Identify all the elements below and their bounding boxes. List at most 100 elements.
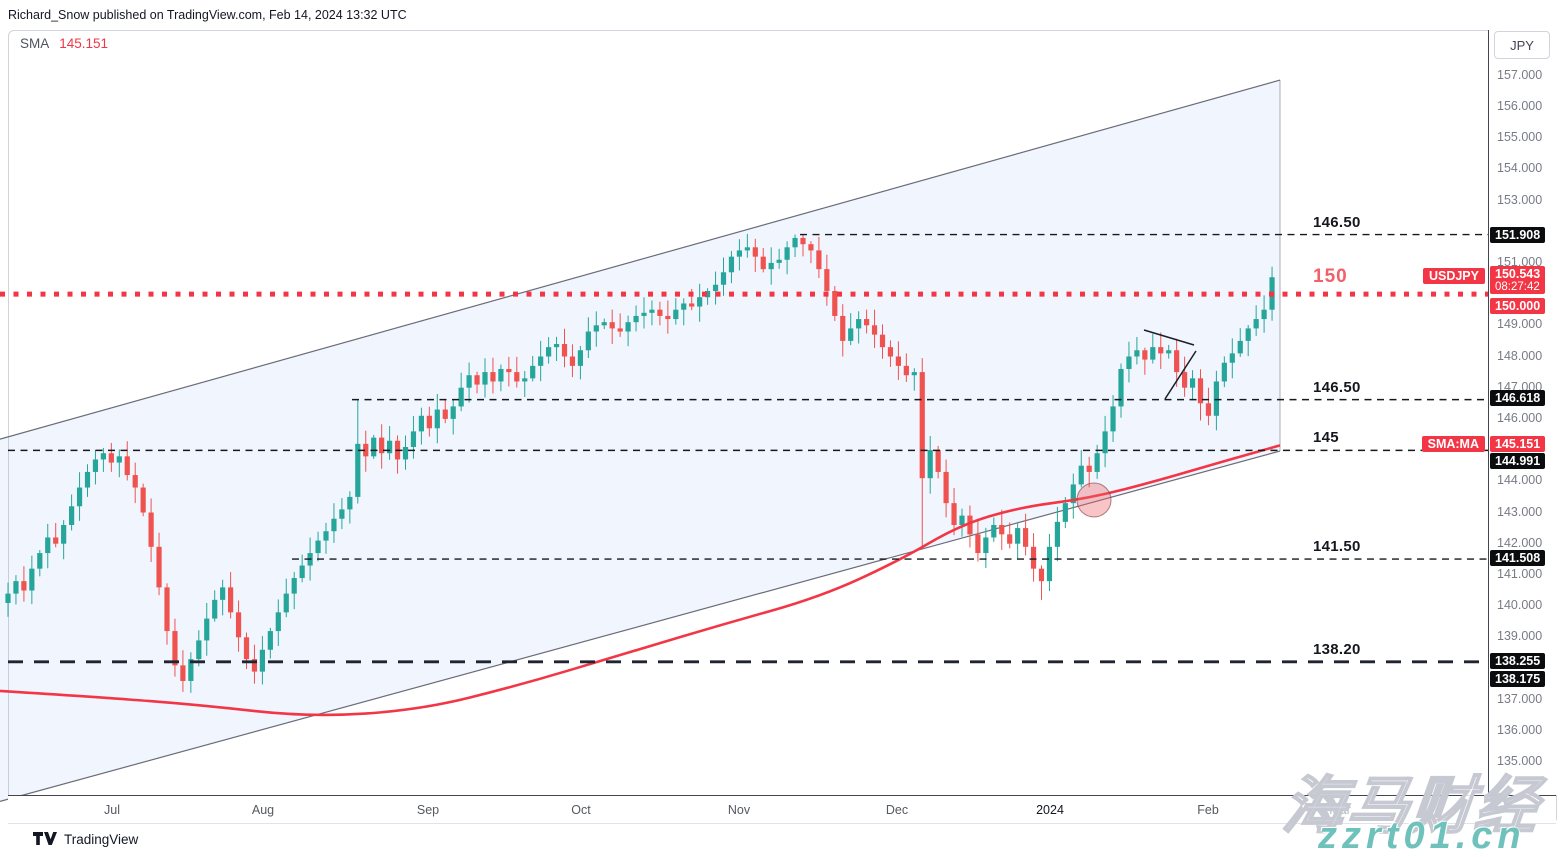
candle-body (315, 540, 321, 554)
candle-body (530, 365, 536, 379)
tradingview-attribution[interactable]: TradingView (33, 832, 138, 847)
candle-body (1062, 503, 1068, 522)
candle-body (1229, 353, 1235, 363)
candle-body (458, 387, 464, 407)
price-badge-144.991: 144.991 (1490, 453, 1546, 469)
candle-body (92, 459, 99, 472)
candle-body (140, 487, 146, 513)
time-label-Feb: Feb (1197, 803, 1219, 817)
channel-fill (0, 80, 1280, 802)
candle-body (1134, 350, 1140, 357)
candle-body (593, 325, 599, 332)
candle-body (1023, 528, 1029, 547)
candle-body (927, 450, 933, 479)
candle-body (768, 262, 774, 270)
candle-body (1015, 528, 1021, 544)
time-label-Sep: Sep (416, 803, 440, 817)
time-axis[interactable]: Jul Aug Sep Oct Nov Dec 2024 Feb Mar (8, 795, 1556, 824)
candle-body (299, 565, 305, 579)
candle-body (546, 347, 552, 357)
candle-body (1054, 521, 1060, 547)
candle-body (474, 375, 480, 385)
candle-body (13, 581, 19, 594)
attribution-text: Richard_Snow published on TradingView.co… (8, 8, 407, 22)
candle-body (323, 531, 329, 541)
time-label-Mar: Mar (1329, 803, 1351, 817)
candle-body (235, 612, 242, 638)
level-label-141.50: 141.50 (1313, 538, 1361, 556)
candle-body (999, 524, 1005, 535)
candle-body (665, 315, 671, 320)
candle-body (426, 415, 432, 429)
candle-body (1182, 372, 1188, 388)
price-badge-150.543: 150.543 08:27:42 (1490, 266, 1546, 294)
candle-body (752, 247, 758, 257)
candle-body (363, 443, 369, 457)
candle-body (1102, 431, 1108, 454)
candle-body (1150, 347, 1156, 360)
tradingview-logo-icon (33, 832, 57, 845)
price-tick: 146.000 (1497, 410, 1543, 425)
candle-body (585, 331, 591, 351)
level-label-138.20: 138.20 (1313, 640, 1361, 658)
price-tick: 140.000 (1497, 598, 1543, 613)
candle-body (951, 503, 957, 525)
candle-body (132, 475, 138, 488)
candle-body (848, 328, 854, 341)
candle-body (434, 409, 440, 429)
candle-body (1189, 378, 1196, 388)
price-tick: 143.000 (1497, 504, 1543, 519)
price-tick: 137.000 (1497, 691, 1543, 706)
candle-body (164, 587, 170, 632)
candle-body (220, 587, 226, 600)
candle-body (212, 599, 218, 619)
candle-body (1007, 534, 1013, 544)
level-label-145: 145 (1313, 429, 1339, 447)
price-badge-146.618: 146.618 (1490, 390, 1546, 406)
candle-body (410, 431, 417, 447)
candle-body (736, 250, 742, 257)
candle-body (1038, 568, 1045, 582)
candle-body (1070, 484, 1076, 504)
candle-body (1086, 465, 1092, 472)
price-tick: 153.000 (1497, 192, 1543, 207)
candle-body (45, 537, 51, 554)
watermark-url: zzrt01.cn (1318, 815, 1526, 857)
candle-body (498, 368, 504, 382)
price-tick: 136.000 (1497, 722, 1543, 737)
candle-body (935, 450, 941, 472)
time-label-Aug: Aug (251, 803, 275, 817)
candle-body (482, 372, 488, 385)
candle-body (84, 471, 91, 488)
candle-body (180, 665, 186, 681)
candle-body (744, 247, 750, 251)
price-badge-151.908: 151.908 (1490, 227, 1546, 243)
candle-body (450, 406, 456, 419)
level-label-150: 150 (1313, 266, 1348, 288)
price-badge-138.175: 138.175 (1490, 671, 1546, 687)
candle-body (625, 322, 631, 332)
candle-body (267, 631, 273, 650)
candle-body (283, 593, 289, 613)
candle-body (1046, 546, 1053, 582)
candle-body (259, 649, 265, 672)
candle-body (402, 446, 409, 460)
candle-body (1094, 453, 1100, 472)
candle-body (37, 553, 43, 569)
currency-toggle-button[interactable]: JPY (1494, 31, 1550, 59)
candle-body (21, 581, 27, 591)
candle-body (967, 515, 973, 535)
candle-body (148, 512, 154, 547)
level-label-146.50: 146.50 (1313, 213, 1361, 231)
price-tick: 135.000 (1497, 754, 1543, 769)
level-label-146.50: 146.50 (1313, 378, 1361, 396)
candle-body (172, 631, 178, 666)
candle-body (895, 356, 901, 366)
candle-body (824, 269, 830, 291)
candle-body (371, 437, 377, 457)
candle-body (1253, 319, 1259, 329)
candle-body (1197, 378, 1204, 404)
candle-body (553, 344, 560, 348)
